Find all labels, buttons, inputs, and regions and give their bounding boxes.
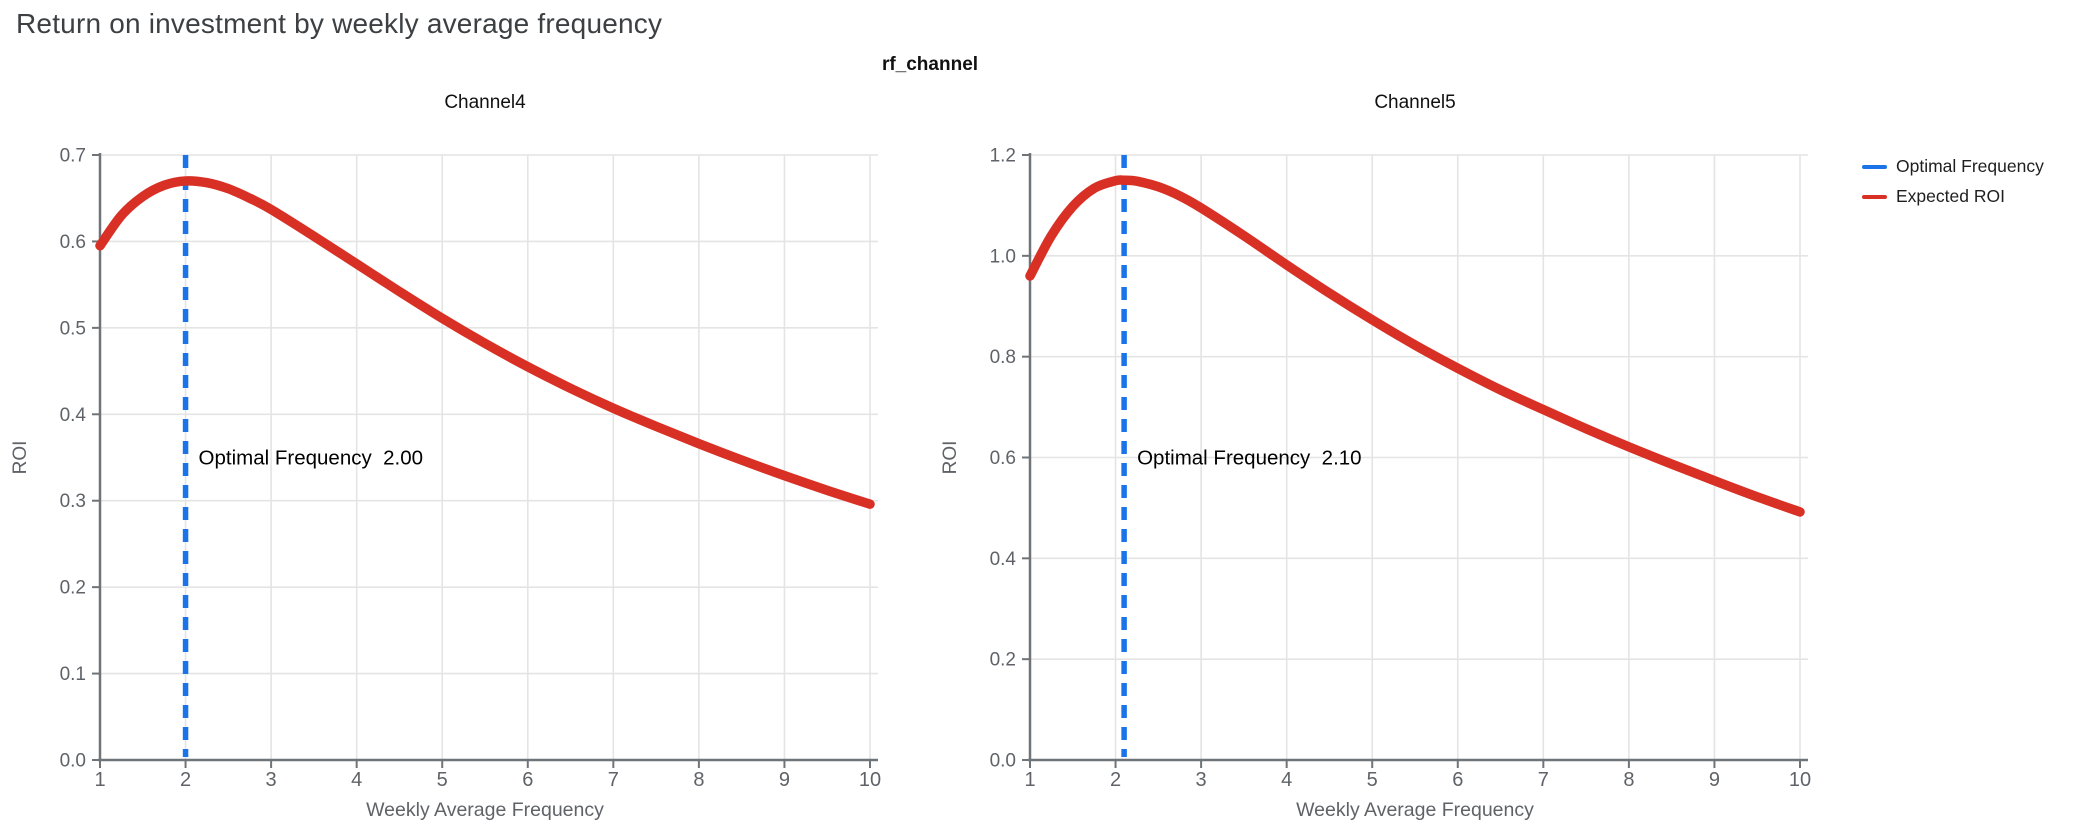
x-tick-label: 2	[1110, 769, 1121, 791]
legend-item-optimal-frequency[interactable]: Optimal Frequency	[1862, 156, 2072, 177]
x-tick-label: 2	[180, 769, 191, 791]
y-tick-label: 0.7	[60, 146, 86, 167]
y-tick-label: 0.3	[60, 491, 86, 512]
x-tick-label: 9	[1709, 769, 1720, 791]
x-tick-label: 8	[1623, 769, 1634, 791]
x-tick-label: 5	[437, 769, 448, 791]
x-tick-label: 4	[1281, 769, 1292, 791]
x-tick-label: 6	[522, 769, 533, 791]
legend-label: Optimal Frequency	[1896, 156, 2044, 176]
y-tick-label: 0.1	[60, 664, 86, 685]
y-axis-title: ROI	[10, 441, 31, 475]
facet-title-row: rf_channel	[0, 54, 1860, 76]
chart-channel5: 0.0 0.2 0.4 0.6 0.8 1.0 1.2 1 2 3 4 5 6 7 8 9 10 Optimal …	[940, 92, 1811, 820]
chart-channel4: 0.0 0.1 0.2 0.3 0.4 0.5 0.6 0.7 1 2 3 4 5 6 7 8 9 10 Optim…	[10, 92, 881, 820]
y-tick-label: 0.6	[60, 232, 86, 253]
subplot-title: Channel5	[1374, 92, 1455, 113]
y-tick-label: 0.0	[60, 751, 86, 772]
y-tick-label: 0.6	[990, 448, 1016, 469]
x-tick-label: 3	[266, 769, 277, 791]
facet-title: rf_channel	[881, 54, 979, 75]
x-tick-label: 10	[859, 769, 881, 791]
y-tick-label: 0.2	[990, 650, 1016, 671]
y-tick-label: 0.5	[60, 318, 86, 339]
y-tick-label: 0.8	[990, 347, 1016, 368]
x-tick-label: 9	[779, 769, 790, 791]
legend-line-swatch	[1862, 194, 1887, 199]
x-axis-title: Weekly Average Frequency	[366, 799, 604, 820]
expected-roi-curve	[95, 176, 875, 509]
y-tick-label: 0.2	[60, 578, 86, 599]
y-tick-label: 1.0	[990, 246, 1016, 267]
expected-roi-curve	[1025, 175, 1805, 517]
y-axis-title: ROI	[940, 441, 961, 475]
x-tick-label: 1	[94, 769, 105, 791]
optimal-frequency-annotation: Optimal Frequency 2.00	[199, 447, 423, 470]
x-tick-label: 8	[693, 769, 704, 791]
x-axis-title: Weekly Average Frequency	[1296, 799, 1534, 820]
y-tick-label: 0.4	[990, 549, 1017, 570]
x-tick-label: 10	[1789, 769, 1811, 791]
legend: Optimal Frequency Expected ROI	[1860, 80, 2072, 216]
x-tick-label: 7	[608, 769, 619, 791]
x-tick-label: 5	[1367, 769, 1378, 791]
optimal-frequency-annotation: Optimal Frequency 2.10	[1137, 447, 1361, 470]
charts-row: 0.0 0.1 0.2 0.3 0.4 0.5 0.6 0.7 1 2 3 4 5 6 7 8 9 10 Optim…	[0, 80, 2074, 820]
y-tick-label: 0.4	[60, 405, 87, 426]
x-tick-label: 4	[351, 769, 362, 791]
x-tick-label: 6	[1452, 769, 1463, 791]
legend-label: Expected ROI	[1896, 186, 2005, 206]
x-tick-label: 3	[1196, 769, 1207, 791]
legend-item-expected-roi[interactable]: Expected ROI	[1862, 186, 2072, 207]
y-tick-label: 1.2	[990, 146, 1016, 167]
x-tick-label: 7	[1538, 769, 1549, 791]
page-title: Return on investment by weekly average f…	[16, 8, 663, 39]
y-tick-label: 0.0	[990, 751, 1016, 772]
subplot-title: Channel4	[444, 92, 526, 113]
legend-line-swatch	[1862, 164, 1887, 169]
x-tick-label: 1	[1024, 769, 1035, 791]
